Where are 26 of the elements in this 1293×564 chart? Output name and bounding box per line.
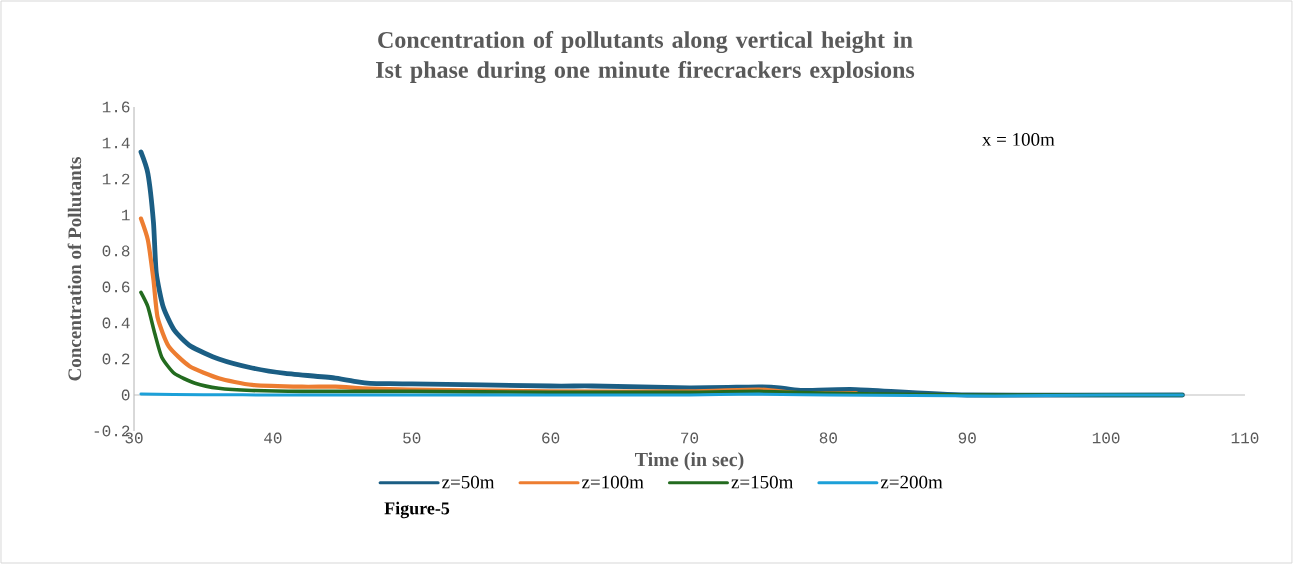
- y-tick-label: 1: [122, 209, 130, 221]
- y-tick-label: 1.4: [102, 137, 130, 149]
- legend-label: z=150m: [731, 475, 794, 489]
- x-tick-label: 100: [1092, 432, 1120, 444]
- x-tick-label: 70: [681, 432, 699, 444]
- x-tick-label: 110: [1231, 432, 1259, 444]
- y-tick-label: 0.2: [102, 353, 130, 365]
- y-axis-title: Concentration of Pollutants: [67, 157, 82, 381]
- annotation: x = 100m: [982, 132, 1055, 146]
- legend-label: z=100m: [582, 475, 644, 489]
- chart-title: Concentration of pollutants along vertical height in Ist phase during one minute firecrackers explosions: [376, 30, 915, 84]
- x-tick-label: 60: [542, 432, 560, 444]
- y-tick-label: 0.6: [102, 281, 130, 293]
- legend-label: z=50m: [442, 475, 495, 489]
- y-tick-label: 1.6: [102, 101, 130, 113]
- x-tick-label: 80: [819, 432, 837, 444]
- y-tick-label: 1.2: [102, 173, 130, 185]
- y-tick-label: 0: [121, 389, 130, 401]
- text: Figure-5: [384, 501, 450, 519]
- legend-label: z=200m: [880, 475, 943, 489]
- y-tick-label: 0.4: [102, 317, 130, 329]
- x-tick-label: 40: [264, 432, 282, 444]
- y-tick-label: 0.8: [102, 245, 130, 257]
- x-tick-label: 90: [958, 432, 976, 444]
- x-axis-title: Time (in sec): [635, 452, 744, 471]
- x-tick-label: 50: [403, 432, 421, 444]
